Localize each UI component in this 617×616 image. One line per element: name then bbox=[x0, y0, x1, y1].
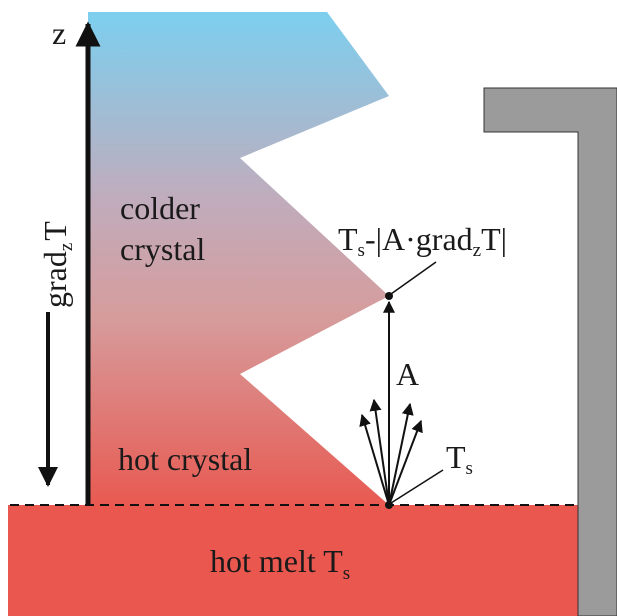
growth-arrow-1 bbox=[359, 413, 390, 506]
melt-region bbox=[8, 505, 578, 616]
leader-line-top bbox=[390, 261, 437, 295]
growth-arrow-4 bbox=[388, 419, 423, 506]
amplitude-label: A bbox=[396, 356, 419, 392]
hot-crystal-label: hot crystal bbox=[118, 441, 252, 477]
z-axis-label: z bbox=[52, 15, 66, 51]
growth-direction-arrows bbox=[359, 398, 423, 506]
melt-label: hot melt Ts bbox=[210, 543, 350, 584]
leader-line-ts bbox=[390, 469, 444, 504]
ts-label: Ts bbox=[446, 439, 473, 479]
colder-crystal-label-line2: crystal bbox=[120, 231, 205, 267]
crucible-wall bbox=[483, 87, 617, 616]
growth-arrow-2 bbox=[369, 398, 390, 506]
top-temperature-label: Ts-|A·gradzT| bbox=[338, 221, 507, 261]
gradient-label: gradzT bbox=[37, 221, 77, 308]
crystal-body bbox=[88, 12, 389, 505]
colder-crystal-label-line1: colder bbox=[120, 190, 200, 226]
growth-arrow-3 bbox=[388, 402, 414, 506]
